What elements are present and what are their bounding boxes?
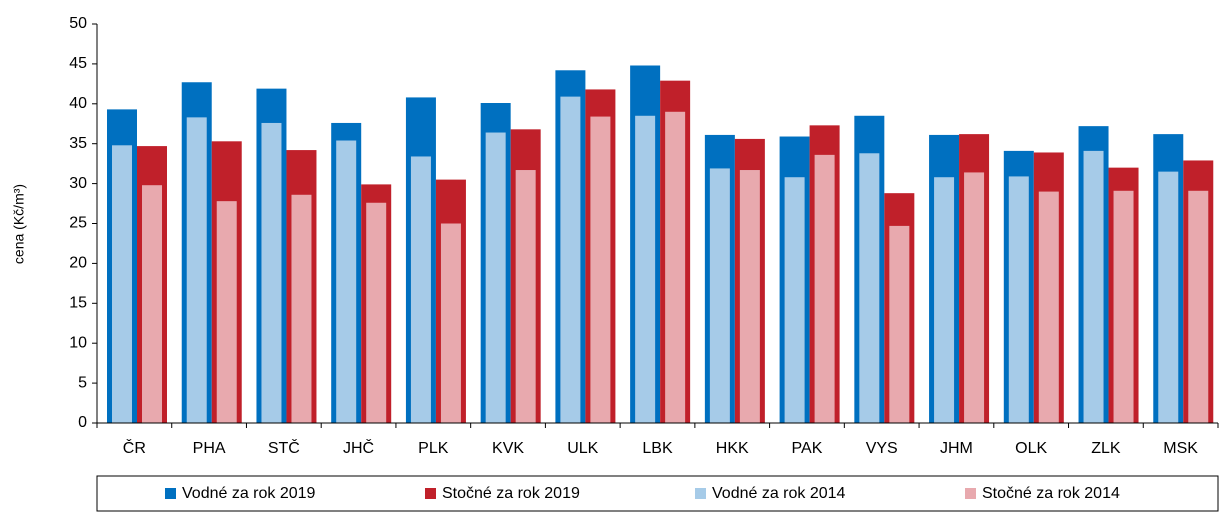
x-tick-label: HKK xyxy=(716,440,749,457)
y-tick-label: 10 xyxy=(69,334,87,351)
x-tick-label: ČR xyxy=(123,438,146,457)
legend-label: Stočné za rok 2014 xyxy=(982,485,1120,502)
y-tick-label: 35 xyxy=(69,135,87,152)
x-tick-label: ULK xyxy=(567,440,598,457)
x-tick-label: JHČ xyxy=(343,438,374,457)
legend-swatch xyxy=(165,488,176,499)
bar xyxy=(709,168,730,423)
bar xyxy=(934,177,955,423)
y-tick-label: 45 xyxy=(69,55,87,72)
bar xyxy=(410,156,431,423)
y-tick-label: 40 xyxy=(69,95,87,112)
x-tick-label: JHM xyxy=(940,440,973,457)
legend-box xyxy=(96,475,1219,512)
bar xyxy=(560,96,581,424)
legend-label: Stočné za rok 2019 xyxy=(442,485,580,502)
bar xyxy=(186,117,207,423)
legend-swatch xyxy=(695,488,706,499)
x-tick-label: ZLK xyxy=(1091,440,1121,457)
y-tick-label: 50 xyxy=(69,15,87,32)
y-tick-label: 30 xyxy=(69,175,87,192)
bar xyxy=(1113,190,1134,423)
y-axis-label: cena (Kč/m³) xyxy=(11,184,27,264)
bar xyxy=(665,111,686,423)
x-tick-label: PLK xyxy=(418,440,449,457)
bar xyxy=(216,201,237,423)
x-tick-label: LBK xyxy=(642,440,673,457)
bar xyxy=(261,122,282,424)
legend-label: Vodné za rok 2014 xyxy=(712,485,846,502)
bar xyxy=(1038,191,1059,423)
bar xyxy=(112,145,132,423)
bar xyxy=(1008,176,1029,423)
bar xyxy=(859,153,880,423)
x-tick-label: VYS xyxy=(866,440,898,457)
legend-swatch xyxy=(965,488,976,499)
x-tick-label: MSK xyxy=(1163,440,1198,457)
x-tick-label: STČ xyxy=(268,438,300,457)
bar xyxy=(635,115,656,424)
x-tick-label: KVK xyxy=(492,440,524,457)
bar xyxy=(964,172,985,423)
y-tick-label: 20 xyxy=(69,255,87,272)
legend-label: Vodné za rok 2019 xyxy=(182,485,316,502)
y-tick-label: 25 xyxy=(69,215,87,232)
x-tick-label: PHA xyxy=(193,440,226,457)
bar xyxy=(515,170,536,423)
bar xyxy=(889,225,910,423)
bar xyxy=(440,223,461,423)
bar xyxy=(485,132,506,423)
bar xyxy=(1158,171,1179,423)
bar xyxy=(291,194,312,423)
x-tick-label: PAK xyxy=(792,440,823,457)
bar xyxy=(1083,150,1104,423)
bar xyxy=(366,202,387,423)
bar xyxy=(1188,190,1209,423)
y-tick-label: 15 xyxy=(69,295,87,312)
y-tick-label: 0 xyxy=(78,414,87,431)
bar xyxy=(784,177,805,423)
bar xyxy=(590,116,611,424)
x-tick-label: OLK xyxy=(1015,440,1047,457)
bar xyxy=(739,170,760,423)
bar xyxy=(336,140,357,423)
y-tick-label: 5 xyxy=(78,374,87,391)
legend-swatch xyxy=(425,488,436,499)
bar xyxy=(142,185,162,423)
bar xyxy=(814,154,835,423)
